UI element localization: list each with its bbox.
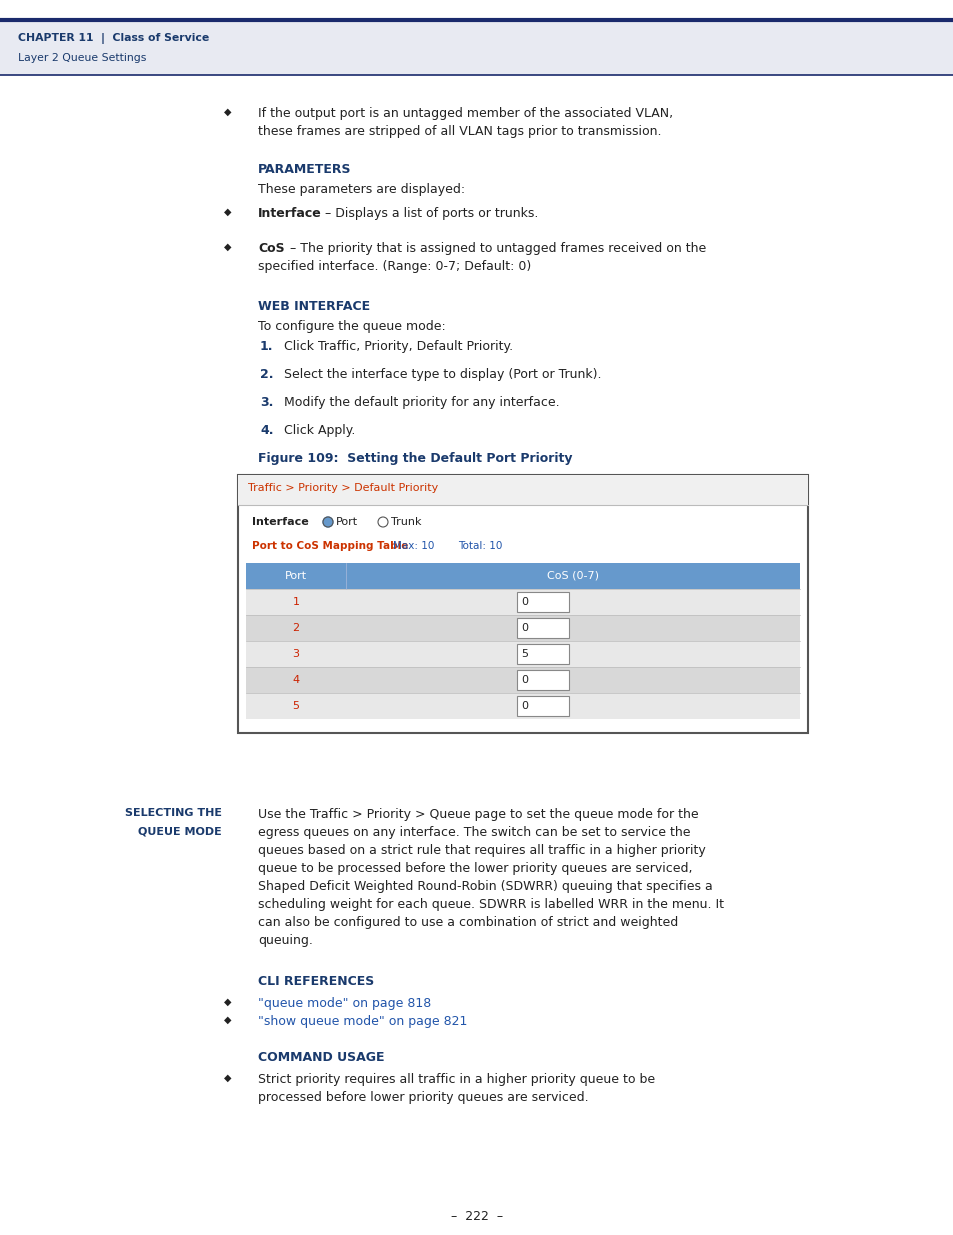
Text: 1: 1 xyxy=(293,597,299,606)
Text: ◆: ◆ xyxy=(224,1073,232,1083)
Bar xyxy=(246,641,800,667)
Bar xyxy=(246,563,800,589)
Text: Traffic > Priority > Default Priority: Traffic > Priority > Default Priority xyxy=(248,483,437,493)
Text: ◆: ◆ xyxy=(224,997,232,1007)
Text: SELECTING THE: SELECTING THE xyxy=(125,808,222,818)
Text: Layer 2 Queue Settings: Layer 2 Queue Settings xyxy=(18,53,146,63)
Text: 0: 0 xyxy=(520,701,527,711)
Circle shape xyxy=(377,517,388,527)
Text: 5: 5 xyxy=(520,650,527,659)
Text: Port: Port xyxy=(285,571,307,580)
Text: scheduling weight for each queue. SDWRR is labelled WRR in the menu. It: scheduling weight for each queue. SDWRR … xyxy=(257,898,723,911)
Text: 0: 0 xyxy=(520,676,527,685)
Text: Total: 10: Total: 10 xyxy=(457,541,502,551)
Text: ◆: ◆ xyxy=(224,242,232,252)
Text: ◆: ◆ xyxy=(224,107,232,117)
Text: Modify the default priority for any interface.: Modify the default priority for any inte… xyxy=(284,396,559,409)
Text: Select the interface type to display (Port or Trunk).: Select the interface type to display (Po… xyxy=(284,368,601,382)
Text: 0: 0 xyxy=(520,622,527,634)
Text: 2: 2 xyxy=(293,622,299,634)
Bar xyxy=(517,592,568,613)
Text: Figure 109:  Setting the Default Port Priority: Figure 109: Setting the Default Port Pri… xyxy=(257,452,572,466)
Text: Interface: Interface xyxy=(257,207,321,220)
Text: "show queue mode" on page 821: "show queue mode" on page 821 xyxy=(257,1015,467,1028)
Text: CoS (0-7): CoS (0-7) xyxy=(546,571,598,580)
Text: ◆: ◆ xyxy=(224,207,232,217)
Bar xyxy=(517,697,568,716)
Text: egress queues on any interface. The switch can be set to service the: egress queues on any interface. The swit… xyxy=(257,826,690,839)
Text: can also be configured to use a combination of strict and weighted: can also be configured to use a combinat… xyxy=(257,916,678,929)
Text: Click Apply.: Click Apply. xyxy=(284,424,355,437)
Bar xyxy=(0,20,953,75)
Text: Use the Traffic > Priority > Queue page to set the queue mode for the: Use the Traffic > Priority > Queue page … xyxy=(257,808,698,821)
Text: If the output port is an untagged member of the associated VLAN,: If the output port is an untagged member… xyxy=(257,107,673,120)
Text: Interface: Interface xyxy=(252,517,309,527)
Text: specified interface. (Range: 0-7; Default: 0): specified interface. (Range: 0-7; Defaul… xyxy=(257,261,531,273)
Text: To configure the queue mode:: To configure the queue mode: xyxy=(257,320,445,333)
Text: 1.: 1. xyxy=(260,340,274,353)
Bar xyxy=(246,589,800,615)
Text: queue to be processed before the lower priority queues are serviced,: queue to be processed before the lower p… xyxy=(257,862,692,876)
Bar xyxy=(237,475,807,734)
Text: QUEUE MODE: QUEUE MODE xyxy=(138,826,222,836)
Text: – Displays a list of ports or trunks.: – Displays a list of ports or trunks. xyxy=(320,207,537,220)
Text: processed before lower priority queues are serviced.: processed before lower priority queues a… xyxy=(257,1091,588,1104)
Text: Click Traffic, Priority, Default Priority.: Click Traffic, Priority, Default Priorit… xyxy=(284,340,513,353)
Text: – The priority that is assigned to untagged frames received on the: – The priority that is assigned to untag… xyxy=(286,242,705,254)
Circle shape xyxy=(323,517,333,527)
Text: Shaped Deficit Weighted Round-Robin (SDWRR) queuing that specifies a: Shaped Deficit Weighted Round-Robin (SDW… xyxy=(257,881,712,893)
Text: 4.: 4. xyxy=(260,424,274,437)
Bar xyxy=(246,615,800,641)
Bar xyxy=(246,693,800,719)
Text: 0: 0 xyxy=(520,597,527,606)
Text: 3.: 3. xyxy=(260,396,274,409)
Bar xyxy=(517,671,568,690)
Bar xyxy=(246,667,800,693)
Bar xyxy=(517,643,568,664)
Text: PARAMETERS: PARAMETERS xyxy=(257,163,351,177)
Text: 3: 3 xyxy=(293,650,299,659)
Text: these frames are stripped of all VLAN tags prior to transmission.: these frames are stripped of all VLAN ta… xyxy=(257,125,660,138)
Text: CoS: CoS xyxy=(257,242,284,254)
Text: COMMAND USAGE: COMMAND USAGE xyxy=(257,1051,384,1065)
Text: 4: 4 xyxy=(293,676,299,685)
Text: CHAPTER 11  |  Class of Service: CHAPTER 11 | Class of Service xyxy=(18,32,209,43)
Text: Strict priority requires all traffic in a higher priority queue to be: Strict priority requires all traffic in … xyxy=(257,1073,655,1086)
Text: queues based on a strict rule that requires all traffic in a higher priority: queues based on a strict rule that requi… xyxy=(257,844,705,857)
Text: These parameters are displayed:: These parameters are displayed: xyxy=(257,183,465,196)
Text: Max: 10: Max: 10 xyxy=(393,541,434,551)
Text: 2.: 2. xyxy=(260,368,274,382)
Text: ◆: ◆ xyxy=(224,1015,232,1025)
Text: Trunk: Trunk xyxy=(391,517,421,527)
Text: Port to CoS Mapping Table: Port to CoS Mapping Table xyxy=(252,541,408,551)
Text: CLI REFERENCES: CLI REFERENCES xyxy=(257,974,374,988)
Bar xyxy=(237,475,807,505)
Text: queuing.: queuing. xyxy=(257,934,313,947)
Text: "queue mode" on page 818: "queue mode" on page 818 xyxy=(257,997,431,1010)
Text: Port: Port xyxy=(335,517,357,527)
Bar xyxy=(517,618,568,638)
Text: –  222  –: – 222 – xyxy=(451,1210,502,1223)
Text: 5: 5 xyxy=(293,701,299,711)
Text: WEB INTERFACE: WEB INTERFACE xyxy=(257,300,370,312)
